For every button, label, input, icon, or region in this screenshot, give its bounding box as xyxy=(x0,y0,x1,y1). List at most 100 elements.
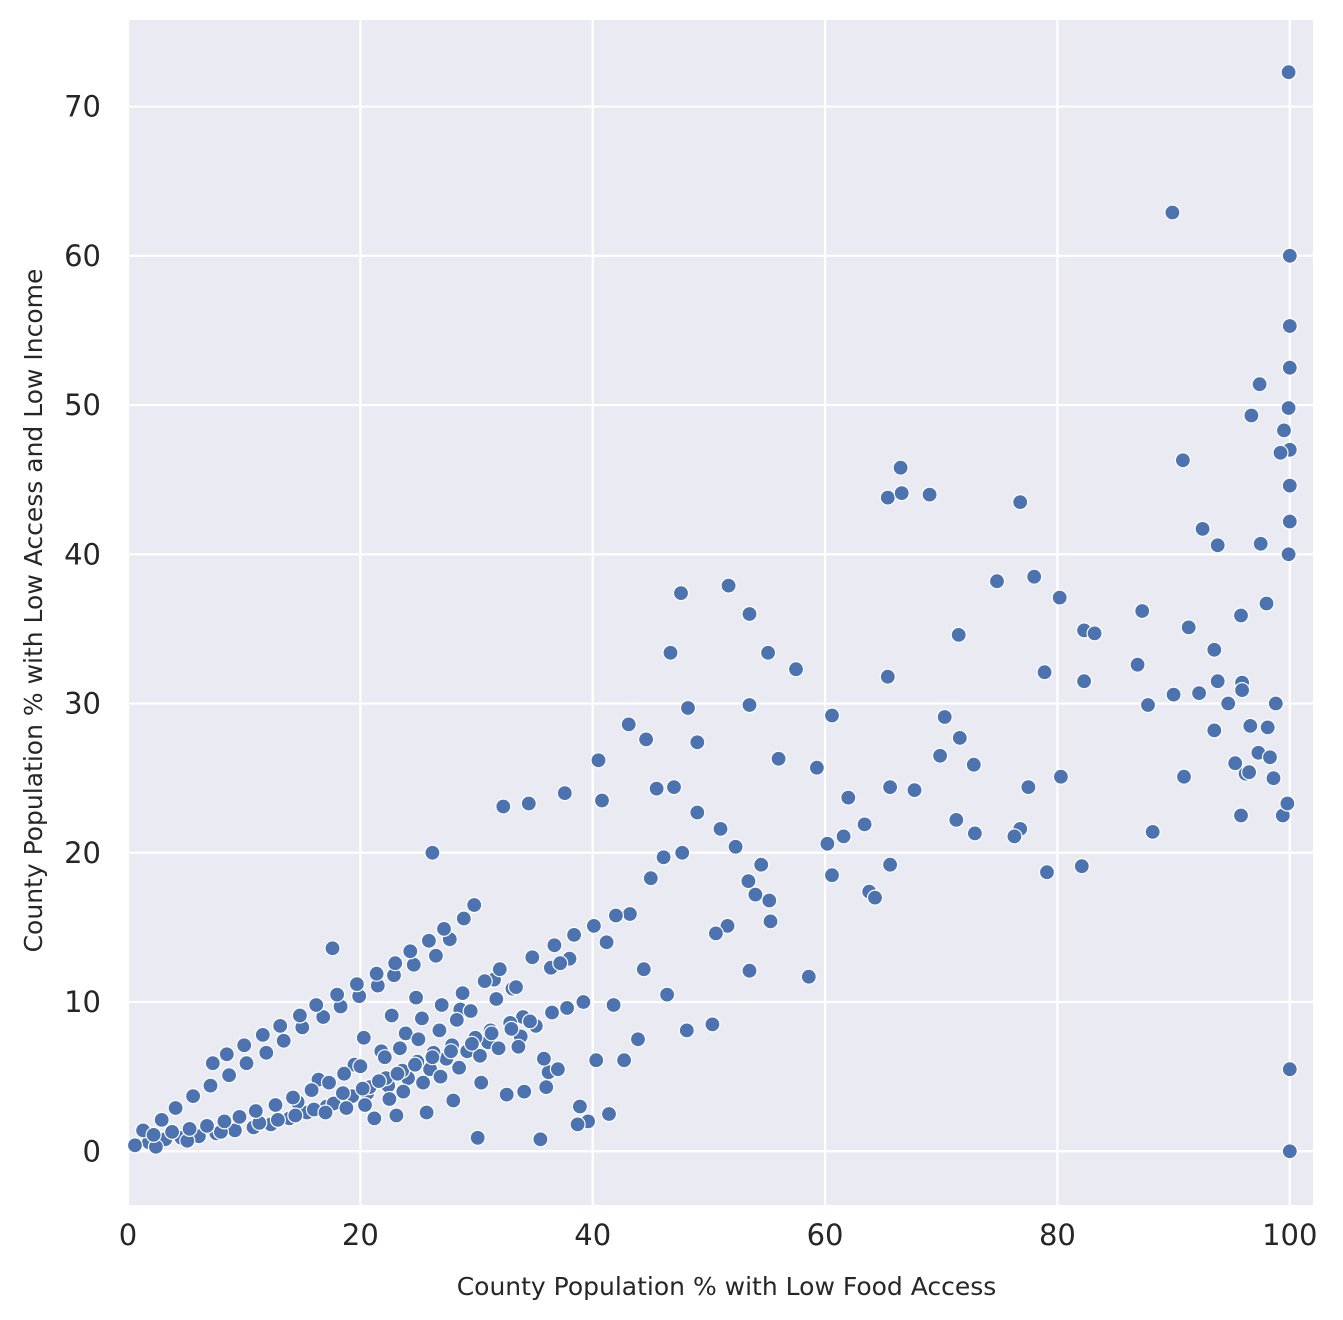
data-point xyxy=(840,789,857,806)
data-point xyxy=(348,975,365,993)
y-tick-label: 30 xyxy=(64,687,101,721)
data-point xyxy=(317,1104,334,1121)
data-point xyxy=(906,781,923,799)
data-point xyxy=(800,968,817,985)
data-point xyxy=(181,1120,198,1138)
data-point xyxy=(712,820,729,838)
y-axis-ticks: 0 10 20 30 40 50 60 70 xyxy=(64,90,101,1169)
data-point xyxy=(1275,422,1293,439)
data-point xyxy=(1194,520,1211,538)
data-point xyxy=(376,1049,393,1066)
data-point xyxy=(495,798,512,815)
data-point xyxy=(704,1016,721,1033)
data-point xyxy=(355,1029,372,1046)
data-point xyxy=(759,644,777,661)
data-point xyxy=(524,949,541,966)
data-point xyxy=(808,759,826,776)
data-point xyxy=(315,1008,332,1026)
data-point xyxy=(966,825,984,842)
data-point xyxy=(674,844,691,861)
data-point xyxy=(167,1099,184,1117)
data-point xyxy=(1139,696,1157,714)
data-point xyxy=(352,1058,369,1075)
data-point xyxy=(1261,749,1279,766)
data-point xyxy=(1242,717,1259,735)
data-point xyxy=(370,1072,387,1090)
data-point xyxy=(1012,494,1029,511)
data-point xyxy=(221,1067,238,1084)
data-point xyxy=(1026,568,1043,585)
data-point xyxy=(1174,452,1192,469)
data-point xyxy=(1075,673,1093,690)
data-point xyxy=(1180,619,1197,636)
data-point xyxy=(469,1129,486,1146)
data-point xyxy=(1164,204,1181,221)
data-point xyxy=(637,731,655,748)
data-point xyxy=(431,1022,448,1039)
data-point xyxy=(598,934,615,951)
data-point xyxy=(532,1131,549,1148)
data-point xyxy=(218,1046,235,1063)
data-point xyxy=(164,1123,181,1141)
data-point xyxy=(1129,656,1146,673)
data-point xyxy=(662,644,679,661)
data-point xyxy=(503,1020,520,1038)
data-point xyxy=(445,1092,462,1109)
data-point xyxy=(1190,684,1208,702)
data-point xyxy=(442,1043,460,1060)
data-point xyxy=(1206,641,1223,658)
data-point xyxy=(1227,755,1244,772)
data-point xyxy=(1006,828,1023,845)
data-point xyxy=(336,1065,353,1082)
data-point xyxy=(476,972,493,990)
data-point xyxy=(521,1013,539,1030)
data-point xyxy=(354,1080,371,1097)
data-point xyxy=(510,1038,527,1055)
data-point xyxy=(269,1111,286,1129)
data-point xyxy=(720,577,737,594)
data-point xyxy=(153,1111,170,1129)
x-tick-label: 80 xyxy=(1039,1218,1076,1252)
data-point xyxy=(593,792,611,809)
data-point xyxy=(761,892,778,909)
data-point xyxy=(1038,864,1056,881)
data-point xyxy=(1279,795,1296,812)
data-point xyxy=(689,734,706,751)
data-point xyxy=(679,699,697,717)
data-point xyxy=(672,584,690,602)
data-point xyxy=(1272,444,1289,461)
x-axis-label: County Population % with Low Food Access xyxy=(457,1272,997,1301)
data-point xyxy=(1280,399,1297,417)
data-point xyxy=(1233,681,1251,699)
data-point xyxy=(753,856,770,873)
data-point xyxy=(585,917,603,935)
data-point xyxy=(424,1049,441,1066)
y-tick-label: 40 xyxy=(64,537,101,571)
data-point xyxy=(648,780,665,797)
data-point xyxy=(1051,589,1068,606)
data-point xyxy=(1086,625,1103,642)
data-point xyxy=(1251,376,1268,393)
data-point xyxy=(520,795,537,812)
data-point xyxy=(689,804,706,821)
plot-area xyxy=(128,20,1313,1205)
data-point xyxy=(787,661,805,678)
data-point xyxy=(881,856,899,873)
data-point xyxy=(451,1059,468,1076)
data-point xyxy=(410,1031,427,1048)
data-point xyxy=(1134,602,1151,620)
data-point xyxy=(1252,535,1269,552)
data-point xyxy=(490,1040,507,1057)
data-point xyxy=(719,917,736,935)
data-point xyxy=(1259,719,1276,736)
data-point xyxy=(988,573,1006,590)
data-point xyxy=(463,1035,480,1052)
data-point xyxy=(856,816,873,833)
data-point xyxy=(635,961,652,978)
data-point xyxy=(413,1010,430,1027)
data-point xyxy=(1281,477,1298,494)
y-tick-label: 60 xyxy=(64,239,101,273)
data-point xyxy=(185,1087,202,1105)
data-point xyxy=(284,1089,302,1106)
